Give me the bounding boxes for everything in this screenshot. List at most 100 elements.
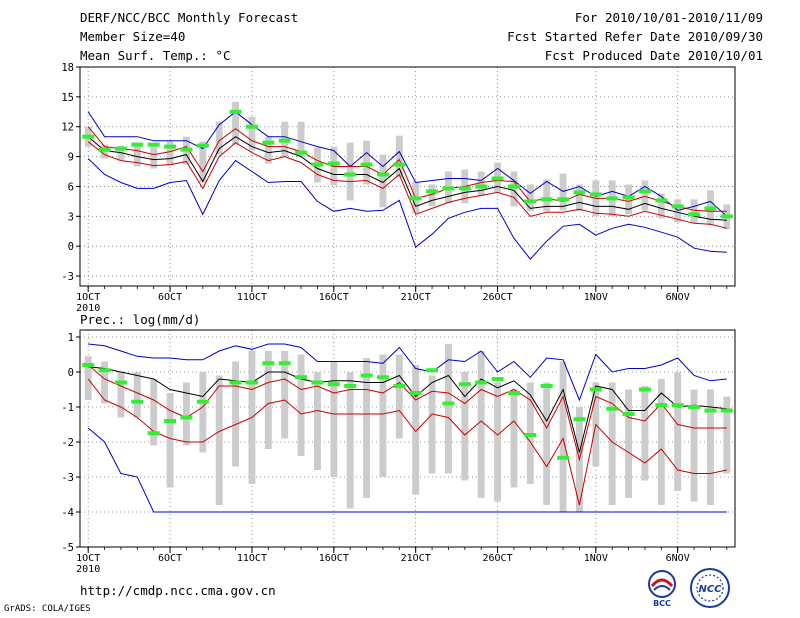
observed-marker [98, 147, 111, 152]
observed-marker [164, 419, 177, 423]
observed-marker [327, 382, 340, 387]
observed-marker [311, 162, 324, 167]
observed-marker [295, 375, 308, 380]
observed-marker [180, 147, 193, 152]
range-box [608, 382, 616, 505]
observed-marker [557, 197, 570, 202]
observed-marker [704, 408, 717, 413]
range-box [657, 379, 665, 505]
x-tick-label: 16OCT [319, 292, 349, 303]
header-variable: Mean Surf. Temp.: °C [80, 48, 231, 63]
x-tick-label: 26OCT [483, 553, 513, 564]
range-box [199, 141, 207, 183]
observed-marker [573, 190, 586, 195]
observed-marker [393, 162, 406, 167]
observed-marker [475, 184, 488, 189]
range-box [428, 375, 436, 474]
ncc-logo: NCC [686, 566, 734, 610]
range-box [346, 142, 354, 201]
x-tick-label: 16OCT [319, 553, 349, 564]
observed-marker [114, 146, 127, 151]
observed-marker [360, 373, 373, 378]
footer-credit: GrADS: COLA/IGES [4, 604, 91, 614]
y-tick-label: -4 [61, 507, 74, 519]
x-tick-label: 1NOV [584, 292, 608, 303]
header-title: DERF/NCC/BCC Monthly Forecast [80, 10, 299, 25]
observed-marker [688, 405, 701, 409]
range-box [248, 116, 256, 151]
range-box [379, 354, 387, 477]
range-box [723, 396, 731, 474]
range-box [117, 372, 125, 418]
range-box [641, 180, 649, 211]
y-tick-label: -1 [61, 402, 74, 414]
footer-url[interactable]: http://cmdp.ncc.cma.gov.cn [80, 583, 276, 598]
y-tick-label: -3 [61, 271, 74, 283]
observed-marker [524, 433, 537, 437]
observed-marker [491, 377, 504, 381]
observed-marker [606, 406, 619, 411]
observed-marker [458, 382, 471, 387]
observed-marker [426, 189, 439, 194]
range-box [543, 382, 551, 505]
observed-marker [114, 380, 127, 385]
observed-marker [524, 199, 537, 204]
x-tick-label: 11OCT [237, 292, 267, 303]
observed-marker [442, 401, 455, 406]
observed-marker [262, 140, 275, 145]
range-box [690, 389, 698, 502]
range-box [674, 199, 682, 223]
range-box [363, 358, 371, 498]
series-line-upper [87, 364, 727, 462]
header-start-date: Fcst Started Refer Date 2010/09/30 [507, 29, 763, 44]
observed-marker [360, 162, 373, 167]
range-box [150, 142, 158, 169]
range-box [232, 361, 240, 467]
range-box [428, 184, 436, 207]
series-line-upper [87, 126, 727, 212]
observed-marker [278, 138, 291, 143]
observed-marker [344, 172, 357, 177]
observed-marker [671, 204, 684, 209]
x-tick-label: 1NOV [584, 553, 608, 564]
observed-marker [622, 195, 635, 200]
range-box [477, 351, 485, 498]
observed-marker [229, 380, 242, 385]
x-tick-label: 11OCT [237, 553, 267, 564]
plot-frame [79, 329, 736, 548]
observed-marker [409, 196, 422, 201]
observed-marker [311, 380, 324, 385]
observed-marker [704, 206, 717, 211]
series-line-mean [88, 366, 727, 453]
range-box [575, 184, 583, 212]
observed-marker [295, 150, 308, 155]
observed-marker [376, 172, 389, 177]
range-box [641, 386, 649, 481]
series-line-max [88, 343, 727, 402]
range-box [199, 372, 207, 453]
range-box [215, 121, 223, 155]
range-box [461, 372, 469, 481]
range-box [182, 382, 190, 446]
observed-marker [164, 144, 177, 149]
range-box [330, 361, 338, 477]
range-box [297, 121, 305, 157]
y-tick-label: -5 [61, 542, 74, 554]
y-tick-label: 1 [68, 332, 74, 344]
range-box [706, 389, 714, 505]
range-box [510, 171, 518, 207]
x-tick-sublabel: 2010 [76, 303, 100, 314]
observed-marker [540, 197, 553, 202]
range-box [477, 171, 485, 197]
range-box [625, 389, 633, 498]
observed-marker [720, 408, 733, 413]
observed-marker [147, 431, 160, 436]
observed-marker [458, 186, 471, 191]
range-box [133, 372, 141, 418]
observed-marker [507, 391, 520, 395]
x-tick-label: 6NOV [666, 553, 690, 564]
range-box [395, 135, 403, 178]
range-box [657, 193, 665, 219]
